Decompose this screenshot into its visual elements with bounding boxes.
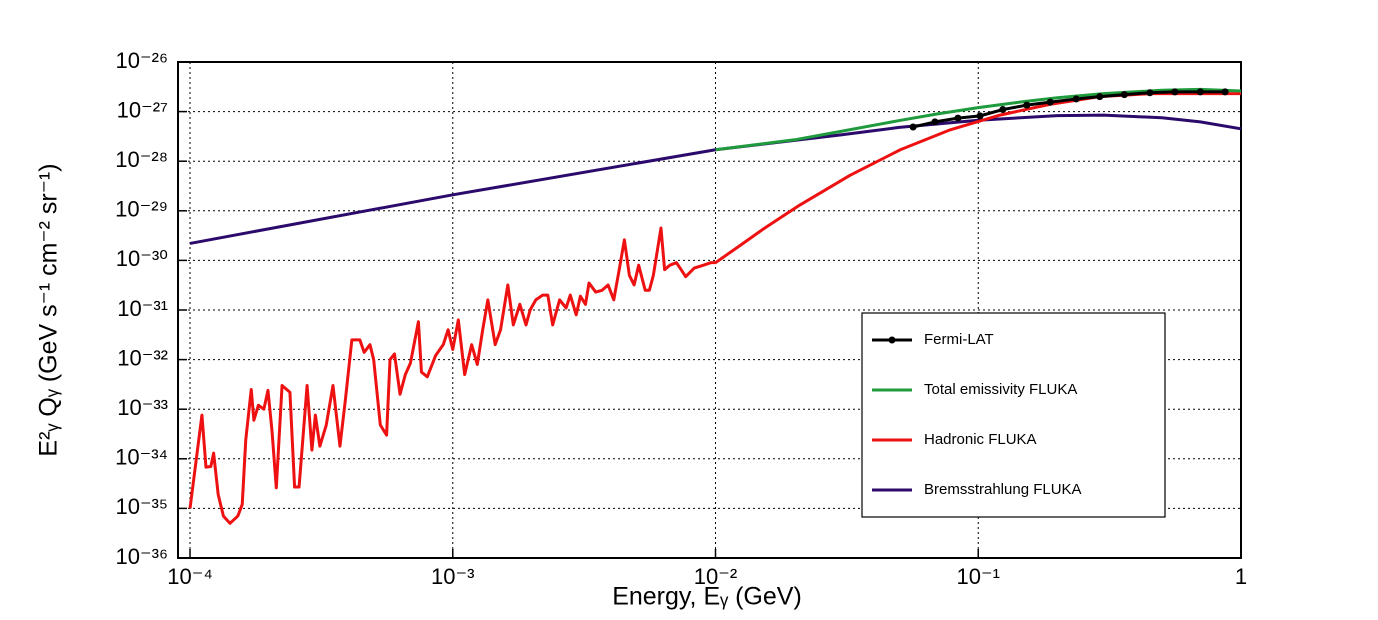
data-point [1046, 98, 1054, 106]
legend-label: Total emissivity FLUKA [924, 381, 1077, 398]
x-axis-label: Energy, Eᵧ (GeV) [612, 583, 802, 611]
x-tick-label: 1 [1235, 564, 1247, 589]
data-point [999, 106, 1007, 114]
series-line [189, 113, 1242, 245]
data-point [909, 123, 917, 131]
y-tick-label: 10⁻³⁰ [116, 246, 168, 271]
plot-frame [177, 61, 1242, 559]
data-point [976, 112, 984, 120]
data-point [1096, 93, 1104, 101]
data-point [1120, 91, 1128, 99]
y-tick-label: 10⁻²⁸ [115, 147, 168, 172]
legend-marker [888, 336, 896, 344]
data-point [1196, 88, 1204, 96]
y-tick-label: 10⁻³⁶ [116, 544, 168, 569]
y-tick-label: 10⁻²⁹ [115, 197, 168, 222]
x-tick-label: 10⁻³ [431, 564, 474, 589]
x-tick-label: 10⁻¹ [957, 564, 1000, 589]
data-point [1072, 95, 1080, 103]
legend-box [861, 312, 1166, 518]
data-point [1171, 88, 1179, 96]
y-tick-label: 10⁻³⁴ [115, 445, 168, 470]
legend-label: Fermi-LAT [924, 331, 994, 348]
data-point [931, 118, 939, 126]
series-line [912, 90, 1226, 129]
x-tick-label: 10⁻⁴ [167, 564, 213, 589]
series-line [188, 92, 1241, 525]
x-tick-label: 10⁻² [694, 564, 737, 589]
series-line [715, 87, 1242, 152]
data-point [1023, 101, 1031, 109]
y-tick-label: 10⁻³² [117, 345, 168, 370]
data-point [954, 114, 962, 122]
legend-label: Bremsstrahlung FLUKA [924, 481, 1082, 498]
y-tick-label: 10⁻²⁶ [116, 48, 168, 73]
data-point [1146, 89, 1154, 97]
y-axis-label: E²ᵧ Qᵧ (GeV s⁻¹ cm⁻² sr⁻¹) [35, 163, 63, 456]
data-point [1221, 88, 1229, 96]
legend-label: Hadronic FLUKA [924, 431, 1037, 448]
y-tick-label: 10⁻³⁵ [115, 494, 168, 519]
y-tick-label: 10⁻³¹ [117, 296, 168, 321]
y-tick-label: 10⁻³³ [117, 395, 168, 420]
y-tick-label: 10⁻²⁷ [117, 97, 168, 122]
